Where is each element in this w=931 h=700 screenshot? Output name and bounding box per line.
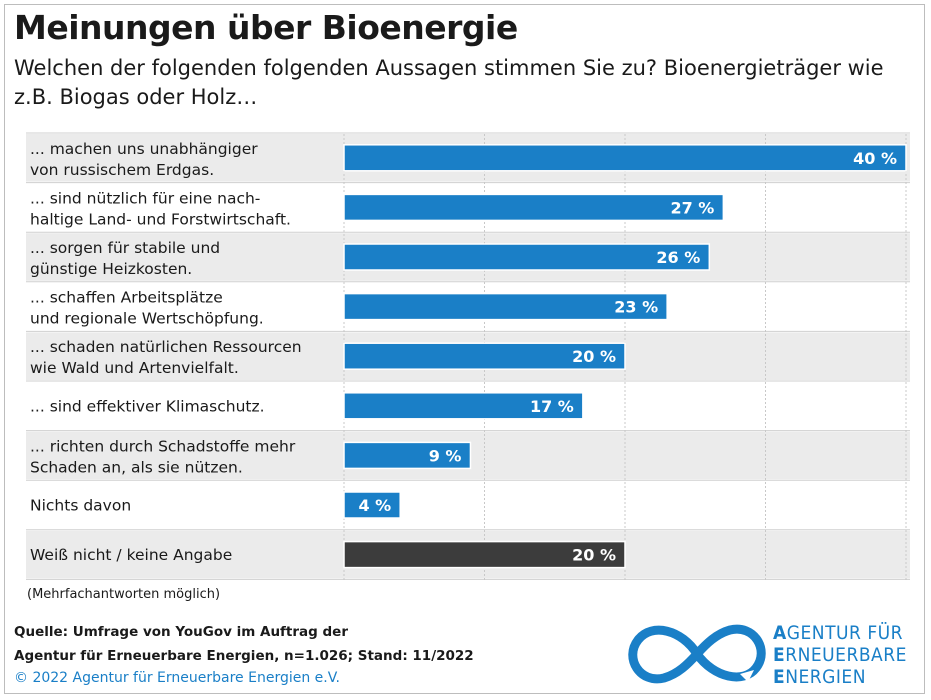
bar	[343, 540, 626, 569]
figure-frame	[4, 4, 925, 694]
value-label: 17 %	[530, 397, 574, 416]
category-label: ... schaden natürlichen Ressourcen wie Wa…	[30, 338, 302, 377]
logo-wordmark: AGENTUR FÜR ERNEUERBARE ENERGIEN	[773, 622, 907, 688]
value-label: 20 %	[572, 347, 616, 366]
footnote: (Mehrfachantworten möglich)	[27, 587, 221, 602]
bar	[343, 441, 472, 470]
copyright: © 2022 Agentur für Erneuerbare Energien …	[14, 670, 340, 686]
category-label: ... machen uns unabhängiger von russische…	[30, 140, 258, 179]
value-label: 26 %	[656, 248, 700, 267]
bar	[343, 392, 584, 420]
value-label: 4 %	[358, 496, 391, 515]
chart-subtitle: Welchen der folgenden folgenden Aussagen…	[14, 56, 884, 109]
infinity-loop-icon	[628, 624, 766, 684]
category-label: ... sind nützlich für eine nach-haltige …	[30, 189, 291, 228]
bar	[343, 193, 725, 222]
value-label: 20 %	[572, 546, 616, 565]
category-label: Nichts davon	[30, 497, 131, 515]
category-label: ... richten durch Schadstoffe mehr Schade…	[30, 437, 296, 476]
value-label: 9 %	[429, 446, 462, 465]
bar	[343, 292, 668, 321]
category-label: ... schaffen Arbeitsplätze und regionale …	[30, 289, 264, 328]
category-label: ... sorgen für stabile und günstige Heizk…	[30, 239, 220, 278]
row-background	[26, 481, 910, 529]
category-label: Weiß nicht / keine Angabe	[30, 546, 232, 564]
bar	[343, 243, 711, 271]
aee-logo: AGENTUR FÜR ERNEUERBARE ENERGIEN	[622, 616, 922, 692]
chart-title: Meinungen über Bioenergie	[14, 8, 518, 47]
bar	[343, 144, 907, 172]
source-line-2: Agentur für Erneuerbare Energien, n=1.02…	[14, 648, 474, 664]
value-label: 27 %	[670, 198, 714, 217]
bar	[343, 342, 626, 370]
source-line-1: Quelle: Umfrage von YouGov im Auftrag de…	[14, 624, 348, 640]
bar	[343, 491, 401, 519]
category-label: ... sind effektiver Klimaschutz.	[30, 397, 265, 415]
value-label: 40 %	[853, 149, 897, 168]
value-label: 23 %	[614, 298, 658, 317]
source-note: Quelle: Umfrage von YouGov im Auftrag de…	[14, 620, 474, 668]
